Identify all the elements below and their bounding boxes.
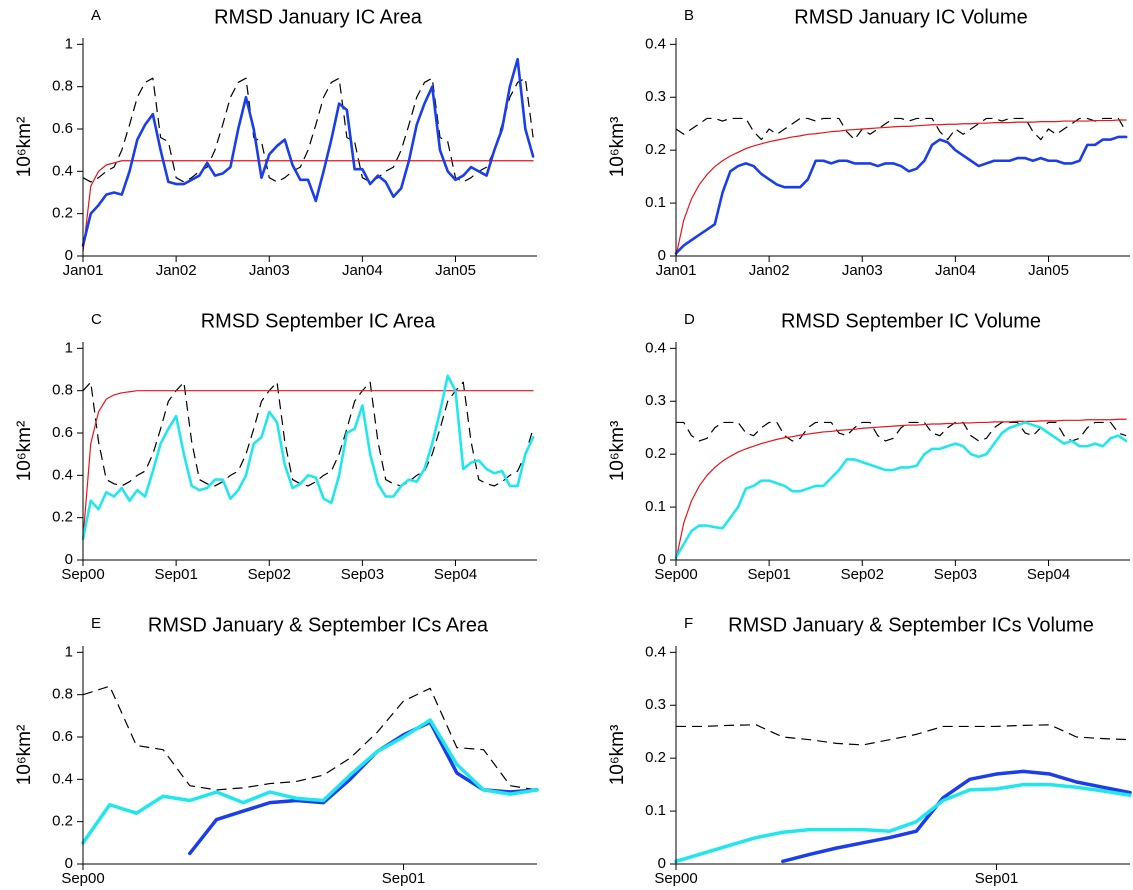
- x-tick-label: Sep00: [654, 566, 697, 583]
- x-tick-label: Jan05: [435, 262, 476, 279]
- y-tick-label: 0.2: [645, 445, 666, 462]
- y-tick-label: 0.2: [645, 141, 666, 158]
- y-tick-label: 0.8: [52, 686, 73, 703]
- chart-title: RMSD September IC Area: [201, 310, 436, 332]
- x-tick-label: Sep00: [61, 566, 104, 583]
- y-tick-label: 0.3: [645, 696, 666, 713]
- y-tick-label: 0: [65, 551, 73, 568]
- y-tick-label: 0: [65, 855, 73, 872]
- series-line: [82, 77, 534, 183]
- x-tick-label: Jan05: [1028, 262, 1069, 279]
- chart-title: RMSD January IC Area: [214, 6, 423, 28]
- x-tick-label: Sep01: [975, 870, 1018, 887]
- y-tick-label: 0.3: [645, 88, 666, 105]
- panel-label: F: [684, 615, 693, 632]
- x-tick-label: Jan04: [935, 262, 976, 279]
- y-tick-label: 0.3: [645, 392, 666, 409]
- series-line: [82, 685, 538, 791]
- y-axis-label: 10⁶km³: [607, 421, 628, 482]
- y-tick-label: 1: [65, 643, 73, 660]
- x-tick-label: Jan01: [656, 262, 697, 279]
- series-line: [675, 117, 1127, 141]
- x-tick-label: Sep00: [61, 870, 104, 887]
- y-tick-label: 0: [658, 551, 666, 568]
- y-tick-label: 0.4: [645, 35, 666, 52]
- panel-label: D: [684, 311, 695, 328]
- x-tick-label: Sep00: [654, 870, 697, 887]
- series-line: [676, 724, 1131, 746]
- series-line: [82, 160, 534, 253]
- series-line: [674, 135, 1128, 255]
- series-line: [676, 421, 1127, 442]
- series-line: [82, 381, 534, 487]
- y-tick-label: 0.1: [645, 498, 666, 515]
- y-tick-label: 0: [658, 247, 666, 264]
- y-tick-label: 0.4: [52, 466, 73, 483]
- x-tick-label: Sep03: [934, 566, 977, 583]
- series-line: [674, 782, 1132, 864]
- y-tick-label: 0.6: [52, 120, 73, 137]
- y-tick-label: 0.4: [645, 643, 666, 660]
- y-tick-label: 0.6: [52, 424, 73, 441]
- chart-title: RMSD September IC Volume: [781, 310, 1041, 332]
- chart-title: RMSD January & September ICs Area: [148, 614, 489, 636]
- y-tick-label: 0.8: [52, 78, 73, 95]
- y-axis-label: 10⁶km³: [607, 117, 628, 178]
- series-line: [781, 769, 1132, 864]
- y-axis-label: 10⁶km²: [14, 725, 35, 786]
- series-line: [675, 418, 1127, 561]
- y-tick-label: 0.2: [645, 749, 666, 766]
- y-tick-label: 0: [658, 855, 666, 872]
- series-line: [674, 421, 1128, 559]
- x-tick-label: Jan03: [842, 262, 883, 279]
- y-axis-label: 10⁶km²: [14, 421, 35, 482]
- x-tick-label: Sep01: [154, 566, 197, 583]
- y-tick-label: 0.1: [645, 802, 666, 819]
- x-tick-label: Jan02: [156, 262, 197, 279]
- x-tick-label: Sep04: [434, 566, 477, 583]
- y-tick-label: 0: [65, 247, 73, 264]
- y-tick-label: 0.4: [645, 339, 666, 356]
- x-tick-label: Sep03: [341, 566, 384, 583]
- x-tick-label: Sep01: [747, 566, 790, 583]
- y-tick-label: 0.4: [52, 770, 73, 787]
- x-tick-label: Jan03: [249, 262, 290, 279]
- chart-title: RMSD January & September ICs Volume: [728, 614, 1094, 636]
- panel-label: C: [91, 311, 102, 328]
- x-tick-label: Jan02: [749, 262, 790, 279]
- x-tick-label: Jan01: [63, 262, 104, 279]
- x-tick-label: Sep01: [382, 870, 425, 887]
- panel-label: E: [91, 615, 101, 632]
- series-line: [81, 57, 535, 247]
- series-line: [675, 119, 1127, 257]
- chart-title: RMSD January IC Volume: [794, 6, 1027, 28]
- y-tick-label: 0.2: [52, 509, 73, 526]
- y-tick-label: 0.4: [52, 162, 73, 179]
- panel-label: B: [684, 7, 694, 24]
- series-line: [81, 718, 539, 845]
- x-tick-label: Sep02: [248, 566, 291, 583]
- x-tick-label: Jan04: [342, 262, 383, 279]
- y-tick-label: 0.1: [645, 194, 666, 211]
- series-line: [81, 374, 535, 541]
- y-axis-label: 10⁶km²: [14, 117, 35, 178]
- y-tick-label: 0.2: [52, 813, 73, 830]
- y-axis-label: 10⁶km³: [607, 725, 628, 786]
- y-tick-label: 1: [65, 35, 73, 52]
- panel-label: A: [91, 7, 101, 24]
- y-tick-label: 1: [65, 339, 73, 356]
- series-line: [82, 390, 534, 540]
- y-tick-label: 0.6: [52, 728, 73, 745]
- y-tick-label: 0.8: [52, 382, 73, 399]
- y-tick-label: 0.2: [52, 205, 73, 222]
- x-tick-label: Sep04: [1027, 566, 1070, 583]
- x-tick-label: Sep02: [841, 566, 884, 583]
